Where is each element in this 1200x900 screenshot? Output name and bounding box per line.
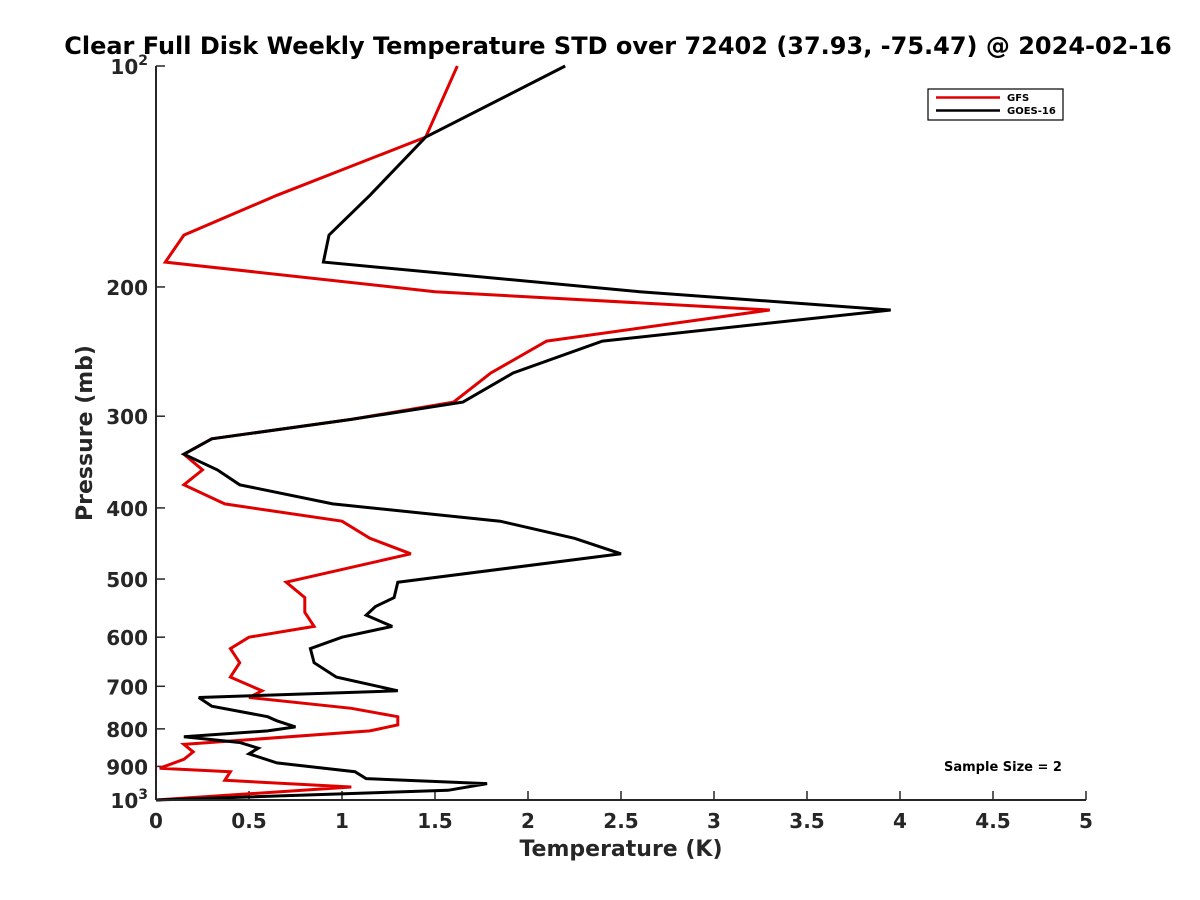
y-tick-label: 700 xyxy=(106,675,148,699)
y-tick-label: 600 xyxy=(106,626,148,650)
y-tick-base: 10 xyxy=(110,789,138,813)
y-tick-label: 900 xyxy=(106,755,148,779)
x-tick-label: 4.5 xyxy=(975,809,1010,833)
legend: GFS GOES-16 xyxy=(927,88,1064,121)
legend-box xyxy=(927,88,1064,121)
x-tick-label: 2.5 xyxy=(603,809,638,833)
sample-size-annotation: Sample Size = 2 xyxy=(944,760,1062,775)
y-tick-label: 102 xyxy=(110,53,148,79)
legend-label-goes16: GOES-16 xyxy=(1007,106,1056,117)
x-tick-label: 1.5 xyxy=(417,809,452,833)
x-tick-label: 0 xyxy=(149,809,163,833)
series-line-gfs xyxy=(155,65,771,802)
y-tick-label: 103 xyxy=(110,787,148,813)
x-tick-label: 2 xyxy=(521,809,535,833)
x-tick-label: 5 xyxy=(1079,809,1093,833)
series-line-goes16 xyxy=(155,64,891,802)
chart-title: Clear Full Disk Weekly Temperature STD o… xyxy=(64,32,1172,60)
x-tick-label: 1 xyxy=(335,809,349,833)
series-layer xyxy=(155,64,891,802)
legend-label-gfs: GFS xyxy=(1007,93,1029,104)
x-tick-label: 3.5 xyxy=(789,809,824,833)
y-tick-exponent: 3 xyxy=(138,787,148,803)
y-tick-exponent: 2 xyxy=(138,53,148,69)
y-tick-base: 10 xyxy=(110,55,138,79)
y-axis-label: Pressure (mb) xyxy=(73,345,98,521)
y-tick-label: 400 xyxy=(106,497,148,521)
x-axis-label: Temperature (K) xyxy=(519,837,722,862)
x-axis-ticks: 0 0.5 1 1.5 2 2.5 3 3.5 4 4.5 5 xyxy=(149,791,1093,833)
y-tick-label: 500 xyxy=(106,568,148,592)
y-tick-label: 800 xyxy=(106,718,148,742)
x-tick-label: 3 xyxy=(707,809,721,833)
y-tick-label: 300 xyxy=(106,405,148,429)
x-tick-label: 0.5 xyxy=(231,809,266,833)
x-tick-label: 4 xyxy=(893,809,907,833)
y-tick-label: 200 xyxy=(106,276,148,300)
